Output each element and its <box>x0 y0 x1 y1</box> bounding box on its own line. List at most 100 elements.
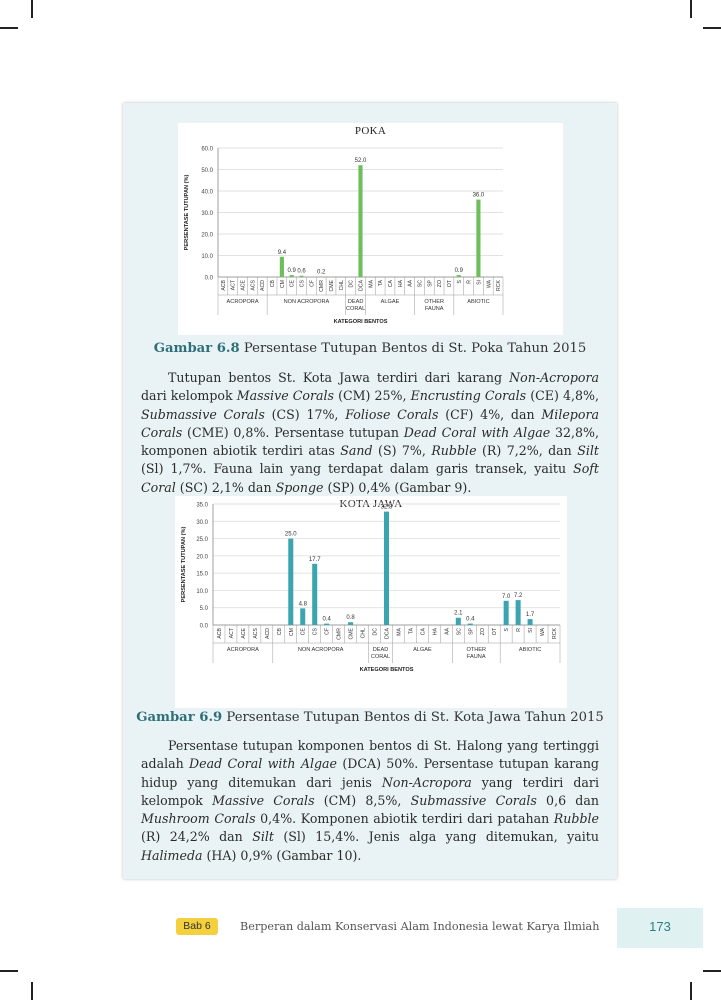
x-tick-label: WA <box>540 627 546 636</box>
group-label: ALGAE <box>381 299 400 305</box>
bar <box>288 538 294 625</box>
data-label: 4.8 <box>299 601 308 607</box>
y-tick-label: 10.0 <box>196 589 208 595</box>
x-tick-label: ACT <box>229 627 235 638</box>
group-label: FAUNA <box>425 306 444 312</box>
data-label: 32.8 <box>381 505 393 511</box>
x-tick-label: DC <box>373 628 379 636</box>
x-tick-label: S <box>504 627 510 631</box>
group-label: NON ACROPORA <box>284 299 330 305</box>
y-tick-label: 20.0 <box>196 554 208 560</box>
x-tick-label: ACB <box>221 279 227 290</box>
crop-mark <box>31 982 33 1000</box>
x-tick-label: ACE <box>241 279 247 290</box>
data-label: 52.0 <box>355 158 367 164</box>
group-label: NON ACROPORA <box>298 647 344 653</box>
group-label: DEAD <box>373 647 389 653</box>
x-tick-label: ZO <box>437 280 443 287</box>
y-tick-label: 0.0 <box>205 276 214 282</box>
x-tick-label: DCA <box>385 627 391 638</box>
y-tick-label: 10.0 <box>201 254 213 260</box>
bar <box>300 608 306 625</box>
x-tick-label: CA <box>388 279 394 287</box>
figure-label: Gambar 6.8 <box>153 341 240 356</box>
bar <box>476 199 481 277</box>
data-label: 36.0 <box>473 193 485 199</box>
x-tick-label: WA <box>486 279 492 288</box>
figure-caption: Gambar 6.8 Persentase Tutupan Bentos di … <box>123 341 617 356</box>
x-tick-label: CME <box>349 627 355 639</box>
y-axis-title: PERSENTASE TUTUPAN (%) <box>181 527 187 603</box>
crop-mark <box>31 0 33 18</box>
x-tick-label: TA <box>378 279 384 286</box>
x-tick-label: OT <box>492 627 498 635</box>
paragraph: Tutupan bentos St. Kota Jawa terdiri dar… <box>141 369 599 497</box>
bar <box>299 275 304 277</box>
x-tick-label: HA <box>398 279 404 287</box>
x-tick-label: AA <box>444 627 450 634</box>
content-panel: POKA 60.0 50.0 40.0 30.0 20.0 10.0 0.0 ACB ACT AC… <box>123 103 617 879</box>
x-tick-label: SI <box>476 280 482 285</box>
x-axis-title: KATEGORI BENTOS <box>334 319 388 325</box>
data-label: 0.4 <box>466 617 475 623</box>
y-tick-label: 25.0 <box>196 537 208 543</box>
bar <box>324 623 330 625</box>
data-label: 17.7 <box>309 557 321 563</box>
y-tick-label: 50.0 <box>201 168 213 174</box>
bar <box>515 600 521 625</box>
x-tick-label: SP <box>468 627 474 634</box>
figure-caption-text: Persentase Tutupan Bentos di St. Poka Ta… <box>239 341 587 356</box>
bar <box>289 275 294 277</box>
y-tick-label: 20.0 <box>201 233 213 239</box>
y-tick-label: 0.0 <box>200 624 209 630</box>
y-tick-label: 30.0 <box>196 520 208 526</box>
chart-poka: POKA 60.0 50.0 40.0 30.0 20.0 10.0 0.0 ACB ACT AC… <box>178 123 563 335</box>
x-tick-label: CF <box>325 628 331 635</box>
y-tick-label: 60.0 <box>201 147 213 153</box>
bar <box>455 617 461 625</box>
crop-mark <box>690 0 692 18</box>
x-tick-label: R <box>467 280 473 284</box>
group-label: ABIOTIC <box>519 647 541 653</box>
x-tick-label: CM <box>289 628 295 636</box>
x-tick-label: CS <box>300 279 306 287</box>
page-number: 173 <box>649 919 671 934</box>
x-tick-label: ACB <box>217 627 223 638</box>
x-tick-label: SC <box>417 280 423 287</box>
group-label: ACROPORA <box>227 299 259 305</box>
x-tick-label: SC <box>456 628 462 635</box>
data-label: 0.9 <box>455 268 464 274</box>
x-tick-label: CB <box>270 279 276 287</box>
x-tick-label: R <box>516 628 522 632</box>
data-label: 0.2 <box>317 270 326 276</box>
x-axis-title: KATEGORI BENTOS <box>360 667 414 673</box>
x-tick-label: CMR <box>319 280 325 292</box>
x-tick-label: CS <box>313 627 319 635</box>
x-tick-label: CMR <box>337 628 343 640</box>
x-tick-label: SP <box>427 279 433 286</box>
x-tick-label: S <box>457 279 463 283</box>
x-tick-label: MA <box>396 627 402 635</box>
crop-mark <box>690 982 692 1000</box>
group-label: ACROPORA <box>227 647 259 653</box>
x-tick-label: CME <box>329 279 335 291</box>
paragraph: Persentase tutupan komponen bentos di St… <box>141 737 599 865</box>
bar <box>348 622 354 625</box>
x-tick-label: AA <box>408 279 414 286</box>
y-tick-label: 5.0 <box>200 606 209 612</box>
bar <box>456 275 461 277</box>
data-label: 7.0 <box>502 594 511 600</box>
y-axis-title: PERSENTASE TUTUPAN (%) <box>184 175 190 251</box>
chart-kota-jawa: KOTA JAWA 35.0 30.0 25.0 20.0 15.0 10.0 5.0 0.0… <box>175 496 567 708</box>
x-tick-label: MA <box>368 279 374 287</box>
figure-caption-text: Persentase Tutupan Bentos di St. Kota Ja… <box>222 710 604 725</box>
bar <box>312 563 318 625</box>
data-label: 0.4 <box>323 617 332 623</box>
y-tick-label: 15.0 <box>196 572 208 578</box>
x-tick-label: ACS <box>250 279 256 290</box>
bar <box>383 511 390 625</box>
x-tick-label: CE <box>290 279 296 287</box>
y-tick-label: 40.0 <box>201 190 213 196</box>
group-label: ALGAE <box>413 647 432 653</box>
group-label: ABIOTIC <box>467 299 489 305</box>
